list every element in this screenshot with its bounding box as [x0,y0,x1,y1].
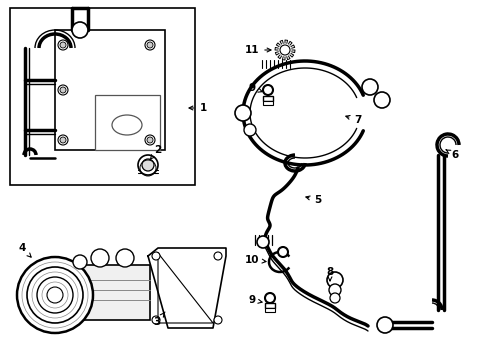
Circle shape [152,252,160,260]
Circle shape [152,316,160,324]
Bar [10,8,195,185]
Text: 11: 11 [245,45,271,55]
Circle shape [362,79,378,95]
Bar [95,95,160,150]
Circle shape [91,249,109,267]
Circle shape [116,249,134,267]
Circle shape [145,40,155,50]
Circle shape [60,42,66,48]
Bar [265,303,275,308]
Circle shape [58,135,68,145]
Circle shape [330,293,340,303]
Text: 6: 6 [446,150,459,160]
Text: 9: 9 [248,295,262,305]
Text: 2: 2 [150,145,162,160]
Text: 10: 10 [245,255,266,265]
Bar [55,30,165,150]
Circle shape [265,293,275,303]
Text: 1: 1 [189,103,207,113]
Circle shape [138,155,158,175]
Circle shape [58,85,68,95]
Circle shape [244,124,256,136]
Bar [55,265,150,320]
Circle shape [58,40,68,50]
Circle shape [377,317,393,333]
Ellipse shape [112,115,142,135]
Circle shape [47,287,63,303]
Circle shape [280,45,290,55]
Text: 5: 5 [306,195,321,205]
Circle shape [17,257,93,333]
Bar [265,308,275,312]
Circle shape [27,267,83,323]
Circle shape [72,22,88,38]
Circle shape [214,316,222,324]
Text: 4: 4 [18,243,31,257]
Circle shape [60,137,66,143]
Circle shape [73,255,87,269]
Circle shape [37,277,73,313]
Circle shape [329,284,341,296]
Circle shape [257,236,269,248]
Bar [263,96,273,101]
Circle shape [142,159,154,171]
Circle shape [147,137,153,143]
Circle shape [327,272,343,288]
Circle shape [235,105,251,121]
Bar [263,101,273,105]
Text: 8: 8 [326,267,334,281]
Circle shape [278,247,288,257]
Text: 3: 3 [153,312,165,327]
Circle shape [263,85,273,95]
Text: 7: 7 [346,115,362,125]
Circle shape [214,252,222,260]
Circle shape [374,92,390,108]
Text: 9: 9 [248,83,262,93]
Circle shape [60,87,66,93]
Circle shape [145,135,155,145]
Circle shape [147,42,153,48]
